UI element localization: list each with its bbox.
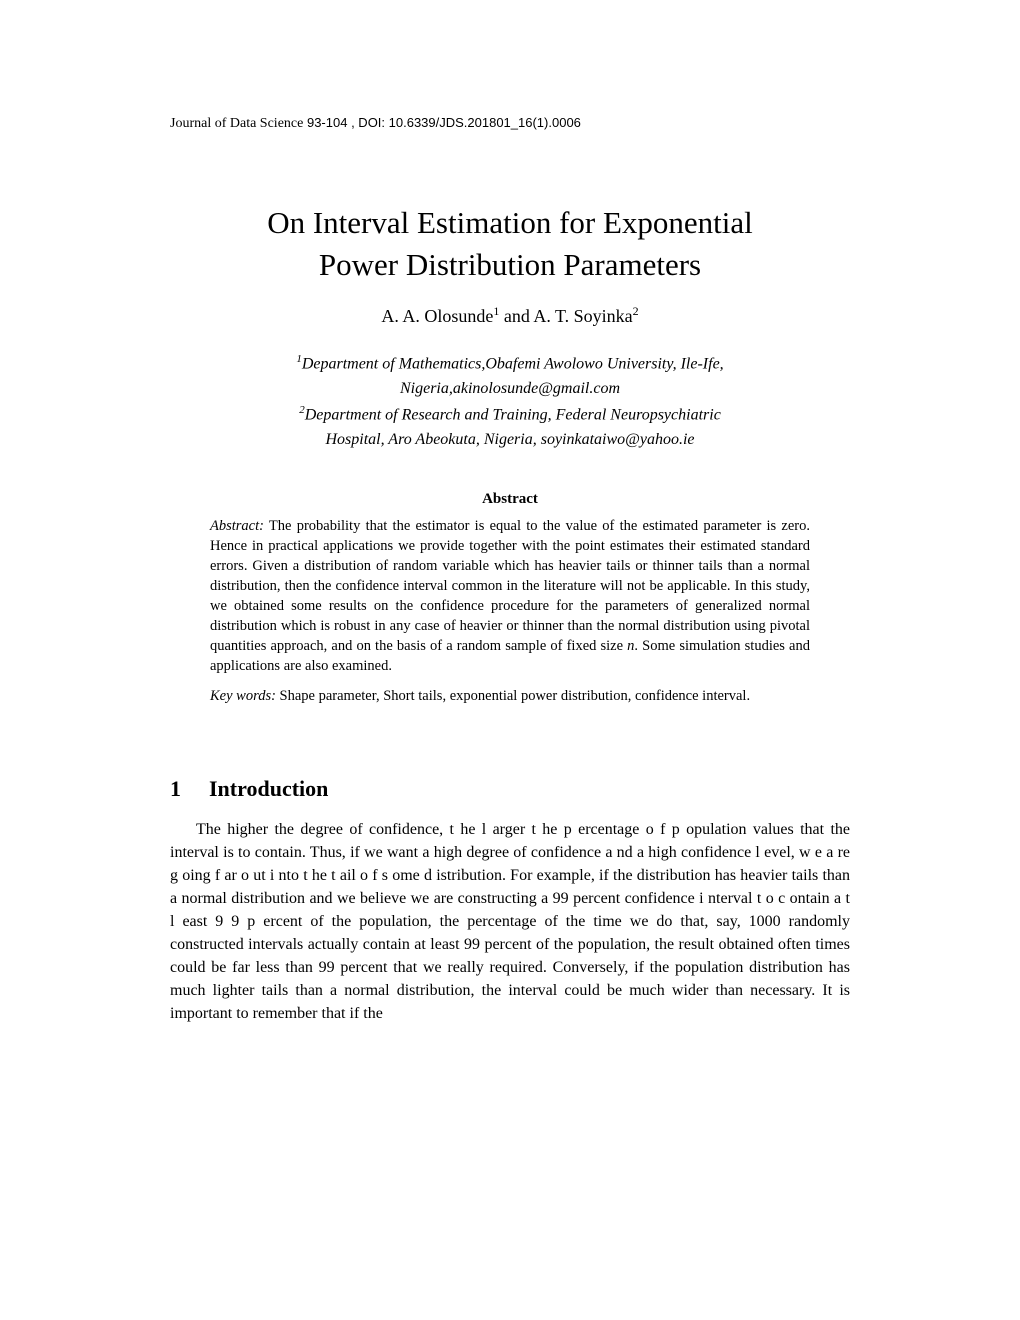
section-1-title: Introduction bbox=[209, 776, 328, 801]
doi: , DOI: 10.6339/JDS.201801_16(1).0006 bbox=[351, 115, 581, 130]
abstract-heading: Abstract bbox=[170, 491, 850, 508]
page-range: 93-104 bbox=[307, 115, 347, 130]
authors-and: and bbox=[499, 306, 533, 326]
paper-title: On Interval Estimation for Exponential P… bbox=[170, 202, 850, 286]
journal-header: Journal of Data Science 93-104 , DOI: 10… bbox=[170, 115, 850, 132]
author-1-name: A. A. Olosunde bbox=[381, 306, 493, 326]
keywords-text: Shape parameter, Short tails, exponentia… bbox=[276, 688, 750, 704]
author-2-name: A. T. Soyinka bbox=[533, 306, 632, 326]
title-line-1: On Interval Estimation for Exponential bbox=[267, 205, 753, 240]
authors-line: A. A. Olosunde1 and A. T. Soyinka2 bbox=[170, 304, 850, 327]
section-1-heading: 1 Introduction bbox=[170, 776, 850, 802]
aff-1-line-1: Department of Mathematics,Obafemi Awolow… bbox=[302, 355, 724, 372]
section-1-number: 1 bbox=[170, 776, 181, 801]
affiliations-block: 1Department of Mathematics,Obafemi Awolo… bbox=[170, 351, 850, 453]
abstract-paragraph: Abstract: The probability that the estim… bbox=[210, 516, 810, 676]
keywords-paragraph: Key words: Shape parameter, Short tails,… bbox=[210, 686, 810, 706]
title-line-2: Power Distribution Parameters bbox=[319, 247, 701, 282]
journal-name: Journal of Data Science bbox=[170, 116, 303, 131]
keywords-label: Key words: bbox=[210, 688, 276, 704]
aff-2-line-2: Hospital, Aro Abeokuta, Nigeria, soyinka… bbox=[325, 431, 694, 448]
author-2-sup: 2 bbox=[633, 304, 639, 318]
aff-1-line-2: Nigeria,akinolosunde@gmail.com bbox=[400, 380, 620, 397]
section-1-body: The higher the degree of confidence, t h… bbox=[170, 818, 850, 1025]
abstract-text-main: The probability that the estimator is eq… bbox=[210, 518, 810, 654]
aff-2-line-1: Department of Research and Training, Fed… bbox=[305, 406, 721, 423]
page-container: Journal of Data Science 93-104 , DOI: 10… bbox=[0, 0, 1020, 1101]
abstract-label: Abstract: bbox=[210, 518, 264, 534]
